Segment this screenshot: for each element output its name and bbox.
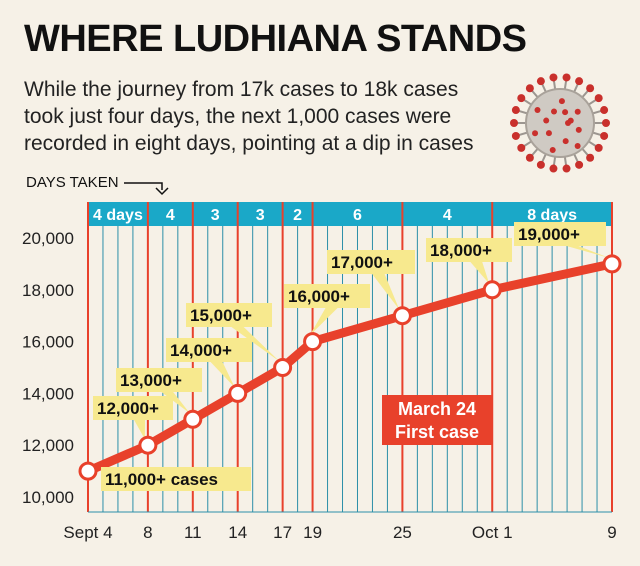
data-label: 18,000+ bbox=[430, 241, 492, 260]
label-pointer bbox=[559, 244, 609, 258]
data-point bbox=[273, 358, 293, 377]
data-label-box bbox=[186, 303, 272, 327]
data-point bbox=[78, 461, 98, 481]
data-label: 15,000+ bbox=[190, 306, 252, 325]
x-tick-label: 14 bbox=[228, 523, 247, 542]
days-taken-label: 4 days bbox=[93, 207, 143, 224]
label-pointer bbox=[133, 418, 145, 440]
days-taken-label: 3 bbox=[211, 207, 220, 224]
data-label-box bbox=[116, 368, 202, 392]
data-label: 14,000+ bbox=[170, 341, 232, 360]
annotation-box bbox=[382, 395, 492, 445]
y-tick-label: 20,000 bbox=[22, 229, 74, 248]
label-pointer bbox=[228, 325, 280, 362]
data-label: 19,000+ bbox=[518, 225, 580, 244]
data-label-box bbox=[514, 222, 606, 246]
annotation-line2: First case bbox=[395, 422, 479, 442]
data-label: 11,000+ cases bbox=[105, 470, 218, 489]
coronavirus-icon bbox=[510, 73, 610, 173]
data-label-box bbox=[101, 467, 251, 491]
x-tick-label: Oct 1 bbox=[472, 523, 513, 542]
data-label-box bbox=[284, 284, 370, 308]
x-tick-label: 19 bbox=[303, 523, 322, 542]
days-taken-label: 4 bbox=[443, 207, 452, 224]
days-taken-label: 8 days bbox=[527, 207, 577, 224]
x-tick-label: Sept 4 bbox=[63, 523, 112, 542]
label-pointer bbox=[158, 390, 190, 414]
x-tick-label: 9 bbox=[607, 523, 616, 542]
data-point bbox=[228, 383, 248, 403]
data-point bbox=[303, 332, 323, 352]
chart-subtitle: While the journey from 17k cases to 18k … bbox=[24, 78, 474, 155]
y-tick-label: 12,000 bbox=[22, 436, 74, 455]
label-pointer bbox=[370, 272, 400, 310]
data-label-box bbox=[166, 338, 252, 362]
data-label-box bbox=[327, 250, 415, 274]
days-taken-label: DAYS TAKEN bbox=[26, 174, 119, 191]
data-point bbox=[482, 280, 502, 300]
data-label: 17,000+ bbox=[331, 253, 393, 272]
data-point bbox=[183, 409, 203, 429]
data-label: 13,000+ bbox=[120, 371, 182, 390]
chart-title: WHERE LUDHIANA STANDS bbox=[24, 18, 527, 60]
data-point bbox=[392, 306, 412, 326]
x-tick-label: 11 bbox=[184, 523, 202, 542]
days-taken-label: 2 bbox=[293, 207, 302, 224]
arrow-icon bbox=[124, 182, 169, 196]
data-point bbox=[138, 435, 158, 455]
label-pointer bbox=[208, 360, 235, 388]
data-label: 16,000+ bbox=[288, 287, 350, 306]
days-taken-label: 4 bbox=[166, 207, 175, 224]
annotation-line1: March 24 bbox=[398, 399, 476, 419]
x-tick-label: 25 bbox=[393, 523, 412, 542]
data-point bbox=[602, 254, 622, 274]
data-label-box bbox=[426, 238, 512, 262]
x-tick-label: 8 bbox=[143, 523, 152, 542]
data-label: 12,000+ bbox=[97, 399, 159, 418]
y-tick-label: 10,000 bbox=[22, 488, 74, 507]
label-pointer bbox=[468, 260, 490, 284]
x-tick-label: 17 bbox=[273, 523, 292, 542]
y-tick-label: 14,000 bbox=[22, 384, 74, 403]
y-tick-label: 18,000 bbox=[22, 281, 74, 300]
y-tick-label: 16,000 bbox=[22, 333, 74, 352]
label-pointer bbox=[309, 306, 340, 336]
days-taken-label: 6 bbox=[353, 207, 362, 224]
days-taken-label: 3 bbox=[256, 207, 265, 224]
data-label-box bbox=[93, 396, 173, 420]
